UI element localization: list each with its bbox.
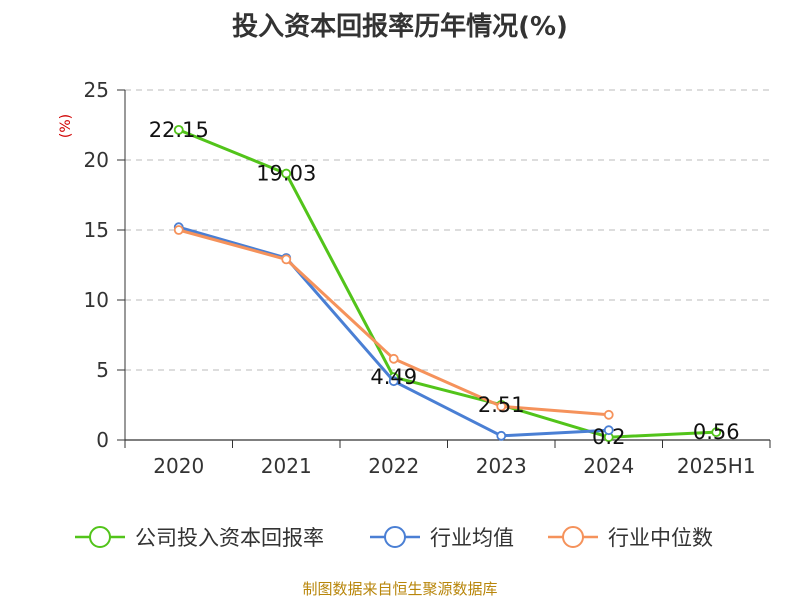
x-tick-label: 2021 <box>261 454 312 478</box>
data-label: 2.51 <box>478 393 525 417</box>
series-point <box>388 376 399 387</box>
data-label: 0.56 <box>693 420 740 444</box>
x-tick-label: 2023 <box>476 454 527 478</box>
legend-marker <box>562 526 584 548</box>
data-label: 4.49 <box>370 365 417 389</box>
x-tick-label: 2020 <box>153 454 204 478</box>
series-point <box>496 401 507 412</box>
series-point <box>603 425 614 436</box>
legend: 公司投入资本回报率 行业均值 行业中位数 <box>75 526 713 550</box>
series-point <box>173 225 184 235</box>
data-label: 19.03 <box>256 162 316 186</box>
y-tick-label: 15 <box>84 218 109 242</box>
y-tick-label: 5 <box>96 358 109 382</box>
data-label: 0.2 <box>592 425 625 449</box>
axes: 0 5 10 15 20 25 2020 2021 2022 2023 2024 2025H1 <box>84 78 771 478</box>
x-tick-label: 2022 <box>368 454 419 478</box>
legend-label: 行业均值 <box>430 526 514 550</box>
series-point <box>173 124 184 135</box>
data-labels: 22.15 19.03 4.49 2.51 0.2 0.56 <box>149 118 740 449</box>
series-point <box>496 430 507 441</box>
series-line <box>178 225 609 438</box>
legend-label: 行业中位数 <box>608 526 713 550</box>
legend-label: 公司投入资本回报率 <box>135 526 324 550</box>
legend-marker <box>89 526 111 548</box>
series-lines <box>173 124 722 443</box>
source-note: 制图数据来自恒生聚源数据库 <box>302 580 498 598</box>
grid-lines <box>125 89 770 371</box>
y-tick-label: 20 <box>84 148 109 172</box>
y-axis-unit-label: (%) <box>58 114 74 138</box>
chart-title: 投入资本回报率历年情况(%) <box>232 12 568 42</box>
series-point <box>281 254 292 265</box>
legend-marker <box>384 526 406 548</box>
y-tick-label: 10 <box>84 288 109 312</box>
data-label: 22.15 <box>149 118 209 142</box>
series-point <box>388 353 399 364</box>
y-tick-label: 25 <box>84 78 109 102</box>
series-point <box>711 427 722 438</box>
y-tick-label: 0 <box>96 428 109 452</box>
x-tick-label: 2024 <box>583 454 634 478</box>
series-point <box>603 409 614 420</box>
series-point <box>281 168 292 179</box>
series-line <box>178 128 717 439</box>
x-tick-label: 2025H1 <box>677 454 756 478</box>
